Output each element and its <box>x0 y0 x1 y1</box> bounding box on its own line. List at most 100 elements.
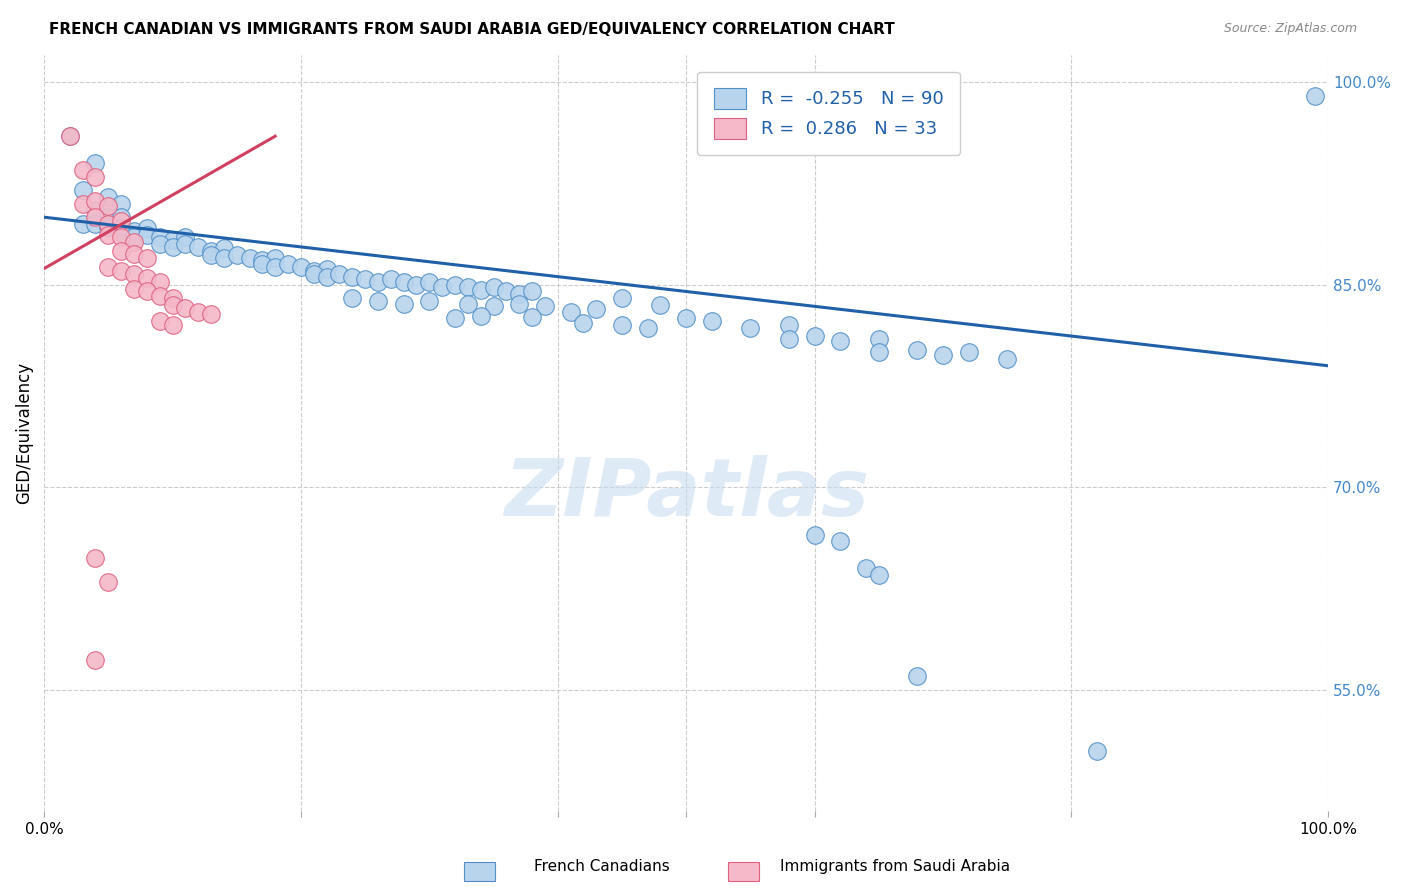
Point <box>97 227 120 242</box>
Point <box>72 163 94 178</box>
Point <box>803 527 825 541</box>
Point <box>495 285 517 299</box>
Point <box>1303 88 1326 103</box>
Point <box>162 291 184 305</box>
Text: French Canadians: French Canadians <box>534 859 671 873</box>
Point <box>610 318 633 333</box>
Point <box>302 267 325 281</box>
Point <box>470 283 492 297</box>
Point <box>72 183 94 197</box>
Point <box>315 269 337 284</box>
Point <box>162 240 184 254</box>
Point <box>264 251 287 265</box>
Point <box>122 282 145 296</box>
Point <box>174 237 197 252</box>
Point <box>97 260 120 275</box>
Point <box>380 272 402 286</box>
Point <box>187 240 209 254</box>
Point <box>444 277 467 292</box>
Point <box>135 271 157 285</box>
Point <box>830 334 852 349</box>
Point <box>162 298 184 312</box>
Point <box>59 129 82 144</box>
Point <box>225 248 247 262</box>
Point <box>803 329 825 343</box>
Point <box>367 293 389 308</box>
Text: FRENCH CANADIAN VS IMMIGRANTS FROM SAUDI ARABIA GED/EQUIVALENCY CORRELATION CHAR: FRENCH CANADIAN VS IMMIGRANTS FROM SAUDI… <box>49 22 896 37</box>
Point <box>149 314 172 328</box>
Point <box>252 253 274 268</box>
Point <box>1085 744 1108 758</box>
Point <box>135 251 157 265</box>
Point <box>97 574 120 589</box>
Point <box>418 293 440 308</box>
Point <box>868 568 890 582</box>
Point <box>212 241 235 255</box>
Y-axis label: GED/Equivalency: GED/Equivalency <box>15 362 32 504</box>
Point <box>135 227 157 242</box>
Point <box>200 248 222 262</box>
Point <box>444 311 467 326</box>
Point <box>830 534 852 549</box>
Point <box>264 260 287 275</box>
Point <box>122 224 145 238</box>
Point <box>277 257 299 271</box>
Point <box>200 244 222 258</box>
Point <box>212 251 235 265</box>
Point <box>855 561 877 575</box>
Point <box>302 264 325 278</box>
Point <box>520 310 543 325</box>
Point <box>508 296 530 310</box>
Point <box>84 156 107 170</box>
Point <box>637 321 659 335</box>
Point <box>149 275 172 289</box>
Point <box>778 332 800 346</box>
Point <box>110 214 132 228</box>
Point <box>110 230 132 244</box>
Point <box>392 296 415 310</box>
Text: ZIPatlas: ZIPatlas <box>503 455 869 533</box>
Point <box>905 343 928 357</box>
Point <box>200 308 222 322</box>
Point <box>110 264 132 278</box>
Point <box>405 277 427 292</box>
Point <box>97 211 120 225</box>
Point <box>59 129 82 144</box>
Point <box>122 246 145 260</box>
Point <box>149 288 172 302</box>
Point <box>252 257 274 271</box>
Point <box>84 203 107 218</box>
Point <box>72 217 94 231</box>
Point <box>932 348 955 362</box>
Point <box>534 299 557 313</box>
Point <box>174 301 197 315</box>
Point <box>162 318 184 333</box>
Point <box>315 261 337 276</box>
Point <box>905 669 928 683</box>
Point <box>610 291 633 305</box>
Text: Immigrants from Saudi Arabia: Immigrants from Saudi Arabia <box>780 859 1011 873</box>
Point <box>778 318 800 333</box>
Point <box>560 304 582 318</box>
Point <box>650 298 672 312</box>
Point <box>97 199 120 213</box>
Point <box>868 332 890 346</box>
Point <box>135 285 157 299</box>
Legend: R =  -0.255   N = 90, R =  0.286   N = 33: R = -0.255 N = 90, R = 0.286 N = 33 <box>697 71 959 155</box>
Point <box>367 275 389 289</box>
Point <box>290 260 312 275</box>
Point <box>328 267 350 281</box>
Point <box>572 316 595 330</box>
Point <box>149 230 172 244</box>
Point <box>957 345 980 359</box>
Point <box>418 275 440 289</box>
Point <box>868 345 890 359</box>
Point <box>110 196 132 211</box>
Point <box>740 321 762 335</box>
Point <box>238 251 260 265</box>
Point <box>174 230 197 244</box>
Point <box>97 217 120 231</box>
Point <box>149 237 172 252</box>
Point <box>84 217 107 231</box>
Point <box>482 280 505 294</box>
